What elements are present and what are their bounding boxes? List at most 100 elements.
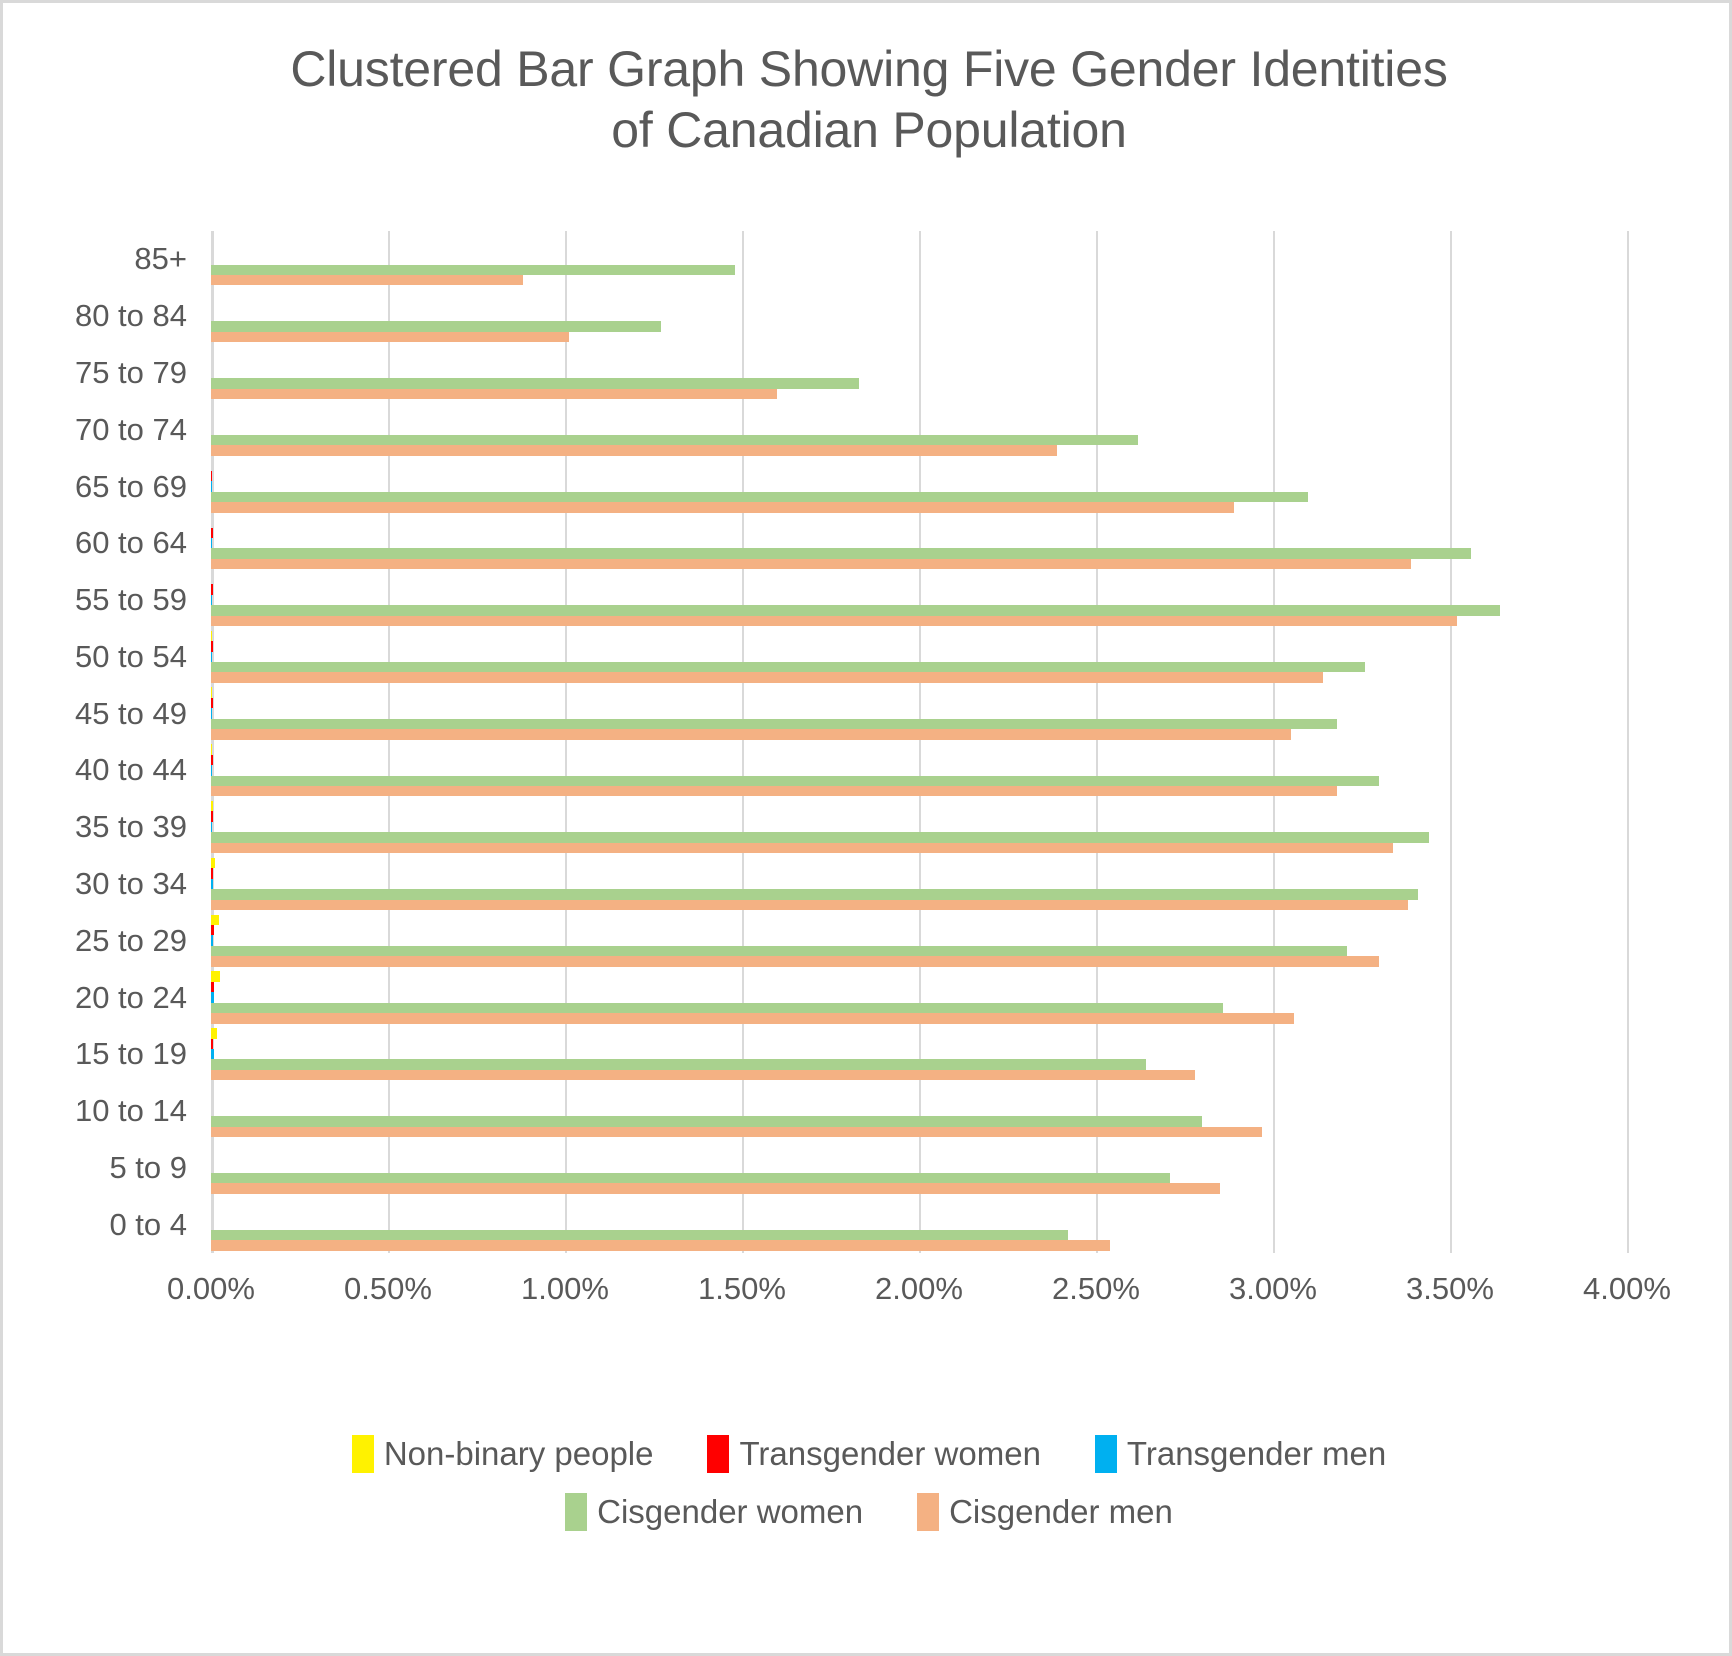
bar (211, 1240, 1111, 1251)
legend-item[interactable]: Transgender men (1094, 1435, 1387, 1473)
bar-cluster (211, 799, 1450, 856)
gridline (1627, 231, 1629, 1253)
bar (211, 744, 212, 755)
legend-item[interactable]: Cisgender women (565, 1493, 863, 1531)
bar (211, 956, 1380, 967)
bar-cluster (211, 288, 1450, 345)
bar-cluster (211, 458, 1450, 515)
bar (211, 992, 215, 1003)
bar (211, 538, 212, 549)
bar (211, 651, 212, 663)
bar (211, 558, 1412, 570)
x-axis-tick-label: 3.00% (1229, 1271, 1317, 1306)
bar-cluster (211, 912, 1450, 969)
y-axis-tick-label: 0 to 4 (109, 1206, 187, 1242)
x-axis-tick-label: 4.00% (1583, 1271, 1671, 1306)
bar-cluster (211, 515, 1472, 572)
y-axis-labels: 85+ 80 to 84 75 to 79 70 to 74 65 to 69 60 to… (3, 231, 199, 1253)
bar (211, 971, 221, 982)
bar (211, 470, 213, 482)
bar (211, 857, 215, 869)
bar (211, 594, 212, 606)
x-axis-tick-label: 1.50% (698, 1271, 786, 1306)
y-axis-tick-label: 85+ (134, 241, 187, 277)
bar-cluster (211, 572, 1500, 629)
bar (211, 584, 213, 595)
bar-cluster (211, 742, 1450, 799)
gridline (1096, 231, 1098, 1253)
y-axis-tick-label: 25 to 29 (74, 922, 187, 958)
bar-cluster (211, 401, 1450, 458)
bar (211, 1038, 214, 1050)
bar (211, 1002, 1224, 1014)
legend-row-bottom: Cisgender women Cisgender men (3, 1493, 1729, 1531)
legend-item[interactable]: Non-binary people (351, 1435, 654, 1473)
legend-label: Transgender women (739, 1435, 1041, 1472)
bar (211, 718, 1337, 730)
y-axis-tick-label: 40 to 44 (74, 752, 187, 788)
bar (211, 672, 1323, 683)
bar-cluster (211, 1196, 1450, 1253)
bar (211, 1173, 1171, 1184)
bar (211, 264, 735, 276)
bar (211, 878, 213, 890)
legend-label: Transgender men (1126, 1435, 1387, 1472)
legend-label: Non-binary people (383, 1435, 654, 1472)
bar (211, 527, 213, 539)
chart-legend: Non-binary people Transgender women Transg… (3, 1435, 1729, 1551)
gridline (742, 231, 744, 1253)
bar (211, 388, 778, 400)
bar-cluster (211, 856, 1450, 913)
bar (211, 275, 523, 286)
gridline (1450, 231, 1452, 1253)
bar (211, 1049, 215, 1060)
bar (211, 502, 1235, 513)
legend-swatch-icon (917, 1493, 940, 1531)
y-axis-tick-label: 5 to 9 (109, 1149, 187, 1185)
bar (211, 605, 1500, 616)
y-axis-tick-label: 65 to 69 (74, 468, 187, 504)
bar (211, 821, 213, 833)
bar (211, 765, 213, 776)
legend-swatch-icon (707, 1435, 730, 1473)
bar (211, 445, 1058, 456)
y-axis-tick-label: 50 to 54 (74, 638, 187, 674)
legend-swatch-icon (351, 1435, 374, 1473)
bar-cluster (211, 1139, 1450, 1196)
bar (211, 832, 1429, 843)
y-axis-tick-label: 60 to 64 (74, 525, 187, 561)
bar (211, 1013, 1295, 1024)
bar (211, 615, 1458, 627)
bar (211, 662, 1366, 673)
y-axis-tick-label: 55 to 59 (74, 582, 187, 618)
bar (211, 889, 1419, 900)
y-axis-line (211, 231, 214, 1253)
bar (211, 1183, 1220, 1194)
x-axis-tick-label: 0.50% (344, 1271, 432, 1306)
bar (211, 548, 1472, 559)
bar (211, 775, 1380, 787)
bar-cluster (211, 231, 1450, 288)
chart-title: Clustered Bar Graph Showing Five Gender … (3, 39, 1729, 161)
bar (211, 1126, 1263, 1138)
legend-item[interactable]: Transgender women (707, 1435, 1041, 1473)
legend-item[interactable]: Cisgender men (917, 1493, 1173, 1531)
gridline (1273, 231, 1275, 1253)
bar (211, 491, 1309, 503)
y-axis-tick-label: 45 to 49 (74, 695, 187, 731)
plot-area (211, 231, 1629, 1253)
legend-swatch-icon (565, 1493, 588, 1531)
bar (211, 801, 214, 812)
legend-row-top: Non-binary people Transgender women Transg… (3, 1435, 1729, 1473)
bar (211, 842, 1394, 854)
bar-clusters (211, 231, 1500, 1253)
bar (211, 868, 214, 879)
bar-cluster (211, 685, 1450, 742)
y-axis-tick-label: 30 to 34 (74, 865, 187, 901)
bar (211, 729, 1291, 740)
gridlines (211, 231, 1629, 1253)
x-axis-tick-label: 3.50% (1406, 1271, 1494, 1306)
gridline (919, 231, 921, 1253)
bar (211, 641, 213, 652)
legend-swatch-icon (1094, 1435, 1117, 1473)
